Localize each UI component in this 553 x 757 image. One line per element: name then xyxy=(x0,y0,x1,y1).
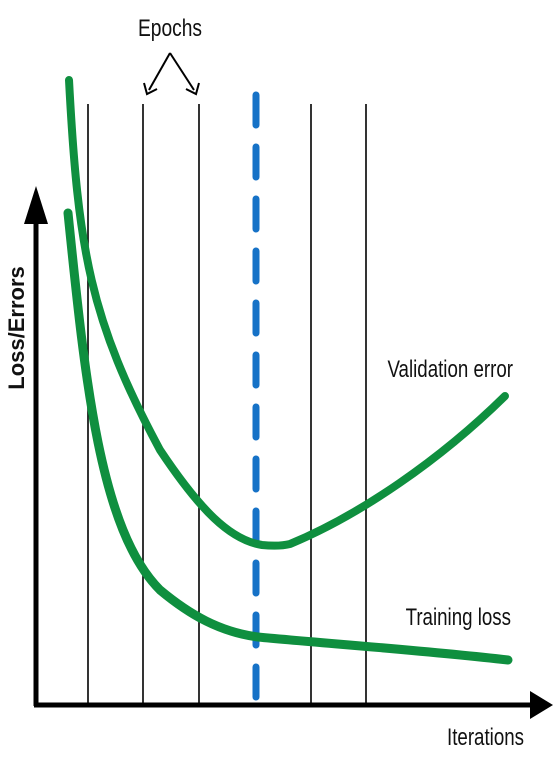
x-axis-label: Iterations xyxy=(447,724,524,751)
x-axis-arrowhead-icon xyxy=(530,691,553,719)
y-axis-label: Loss/Errors xyxy=(4,266,29,390)
training-loss-label: Training loss xyxy=(406,604,511,631)
epochs-label: Epochs xyxy=(138,14,202,42)
y-axis-arrowhead-icon xyxy=(24,186,48,224)
axes xyxy=(24,186,553,719)
epoch-lines xyxy=(87,104,367,703)
validation-error-label: Validation error xyxy=(387,356,513,383)
epoch-pointer-arrows-icon xyxy=(143,52,200,96)
training-loss-curve xyxy=(63,208,513,665)
validation-error-curve xyxy=(65,76,509,550)
